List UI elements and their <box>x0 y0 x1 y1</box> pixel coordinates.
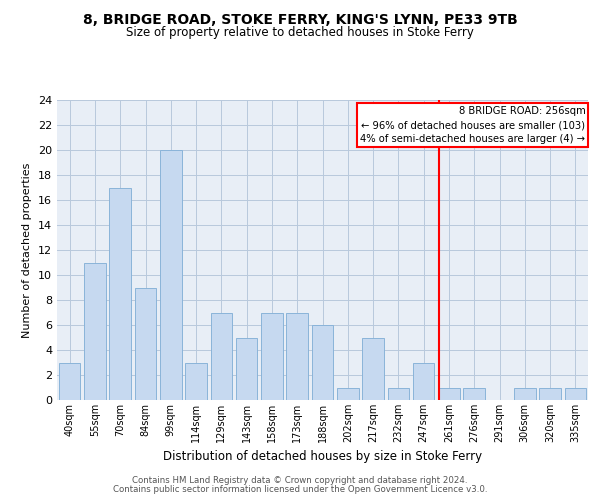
Bar <box>236 338 257 400</box>
Text: Size of property relative to detached houses in Stoke Ferry: Size of property relative to detached ho… <box>126 26 474 39</box>
Bar <box>539 388 561 400</box>
Y-axis label: Number of detached properties: Number of detached properties <box>22 162 32 338</box>
Bar <box>514 388 536 400</box>
Bar <box>135 288 156 400</box>
Bar <box>109 188 131 400</box>
Bar <box>84 262 106 400</box>
Bar <box>438 388 460 400</box>
Bar <box>565 388 586 400</box>
Bar <box>337 388 359 400</box>
Bar <box>312 325 333 400</box>
Text: Contains HM Land Registry data © Crown copyright and database right 2024.: Contains HM Land Registry data © Crown c… <box>132 476 468 485</box>
Bar <box>413 362 434 400</box>
Bar <box>261 312 283 400</box>
Text: 8, BRIDGE ROAD, STOKE FERRY, KING'S LYNN, PE33 9TB: 8, BRIDGE ROAD, STOKE FERRY, KING'S LYNN… <box>83 12 517 26</box>
Bar <box>160 150 182 400</box>
Bar <box>286 312 308 400</box>
Text: 8 BRIDGE ROAD: 256sqm
← 96% of detached houses are smaller (103)
4% of semi-deta: 8 BRIDGE ROAD: 256sqm ← 96% of detached … <box>361 106 586 144</box>
Text: Contains public sector information licensed under the Open Government Licence v3: Contains public sector information licen… <box>113 485 487 494</box>
Bar <box>388 388 409 400</box>
Bar <box>362 338 384 400</box>
X-axis label: Distribution of detached houses by size in Stoke Ferry: Distribution of detached houses by size … <box>163 450 482 464</box>
Bar <box>59 362 80 400</box>
Bar <box>211 312 232 400</box>
Bar <box>463 388 485 400</box>
Bar <box>185 362 207 400</box>
